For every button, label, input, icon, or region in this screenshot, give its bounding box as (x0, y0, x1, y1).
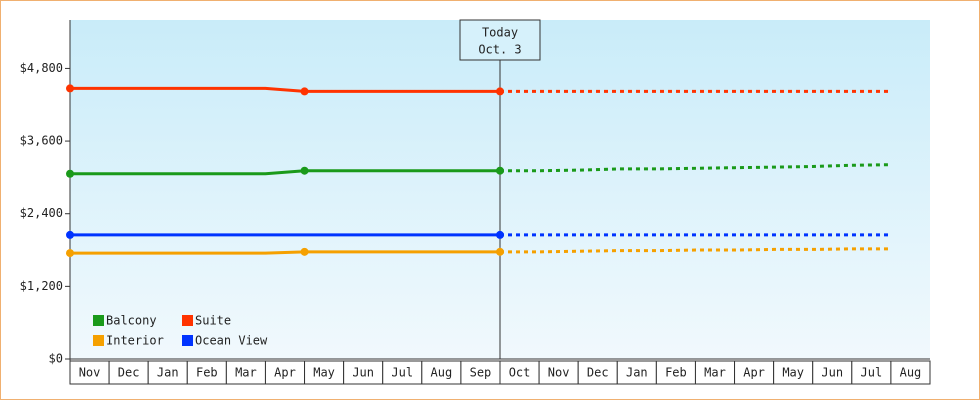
point (300, 87, 309, 96)
price-line (70, 250, 500, 255)
today-label: Today (482, 26, 518, 40)
x-tick-label: Dec (587, 366, 609, 380)
today-box (459, 19, 541, 61)
point (300, 247, 309, 256)
point (300, 166, 309, 175)
legend-label: Balcony (106, 314, 157, 328)
x-tick-label: Mar (235, 366, 257, 380)
x-tick-label: Oct (509, 366, 531, 380)
point (66, 249, 74, 258)
point (66, 230, 74, 239)
point (496, 247, 504, 256)
x-tick-label: Sep (470, 366, 492, 380)
point (66, 84, 74, 93)
x-tick-label: Feb (665, 366, 687, 380)
legend-label: Interior (106, 334, 164, 348)
x-tick-label: Dec (118, 366, 140, 380)
point (496, 230, 504, 239)
point (66, 169, 74, 178)
x-tick-label: Apr (743, 366, 765, 380)
point (496, 166, 504, 175)
x-tick-label: Aug (900, 366, 922, 380)
x-tick-label: Jul (861, 366, 883, 380)
price-line (70, 86, 500, 93)
y-tick-label: $2,400 (20, 206, 63, 220)
x-tick-label: Feb (196, 366, 218, 380)
y-tick-label: $1,200 (20, 279, 63, 293)
legend-swatch (93, 335, 104, 346)
x-tick-label: Aug (431, 366, 453, 380)
y-tick-label: $3,600 (20, 134, 63, 148)
x-tick-label: Jun (821, 366, 843, 380)
x-cell (890, 360, 931, 385)
x-tick-label: Mar (704, 366, 726, 380)
today-label: Oct. 3 (478, 43, 521, 57)
y-tick-label: $4,800 (20, 61, 63, 75)
legend-swatch (93, 315, 104, 326)
legend-swatch (182, 315, 193, 326)
forecast-line (500, 163, 891, 173)
x-tick-label: Apr (274, 366, 296, 380)
point (496, 87, 504, 96)
x-tick-label: Nov (548, 366, 570, 380)
legend-label: Suite (195, 314, 231, 328)
x-tick-label: Jun (352, 366, 374, 380)
legend-label: Ocean View (195, 334, 268, 348)
x-tick-label: Jul (391, 366, 413, 380)
x-tick-label: May (782, 366, 804, 380)
x-tick-label: Nov (79, 366, 101, 380)
x-tick-label: Jan (626, 366, 648, 380)
x-tick-label: Jan (157, 366, 179, 380)
forecast-line (500, 247, 891, 254)
legend-swatch (182, 335, 193, 346)
price-line (70, 169, 500, 176)
y-tick-label: $0 (49, 352, 63, 366)
x-tick-label: May (313, 366, 335, 380)
